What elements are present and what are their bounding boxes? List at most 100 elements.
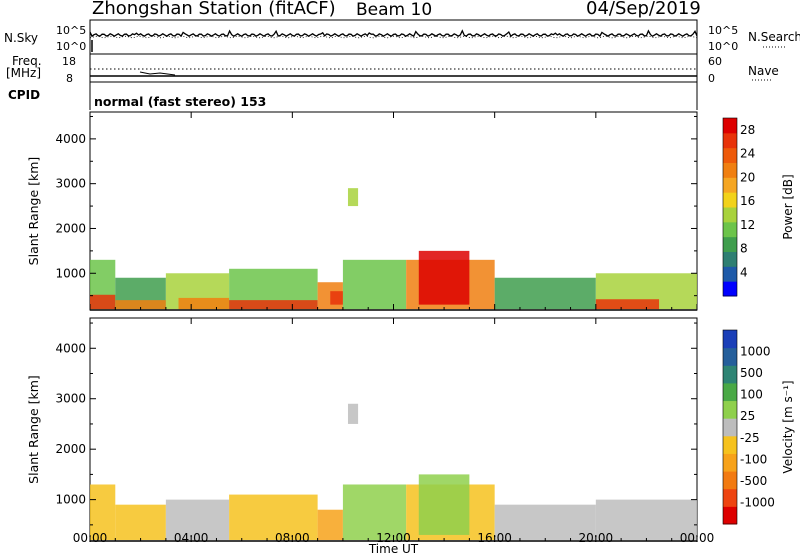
beam-label: Beam 10 [356,0,433,20]
power-panel-ytick-label-2: 3000 [55,177,86,191]
power-panel-segment-13 [418,250,470,305]
power-panel-colorbar-cell-4 [723,221,737,238]
velocity-panel-colorbar-cell-2 [723,471,737,490]
power-panel-colorbar-label: Power [dB] [781,174,795,239]
power-panel-colorbar-tick-5: 24 [740,147,755,161]
power-panel-colorbar-cell-2 [723,251,737,267]
velocity-panel-xtick-label-0: 00:00 [73,531,108,545]
velocity-panel-colorbar-tick-3: 25 [740,409,755,423]
freq-dip [139,71,176,76]
velocity-panel-segment-1 [115,504,166,540]
power-panel-colorbar-cell-6 [723,192,737,208]
power-panel-segment-16 [595,299,660,310]
velocity-panel-colorbar-tick-2: 100 [740,388,763,402]
power-panel-segment-9 [330,291,343,305]
power-panel-colorbar-cell-9 [723,147,737,163]
nsearch-label: N.Search [748,30,800,44]
power-panel-ylabel: Slant Range [km] [26,157,41,266]
freq-right-top: 60 [708,55,722,68]
velocity-panel-colorbar-tick-6: -500 [740,474,767,488]
date-label: 04/Sep/2019 [586,0,701,19]
power-panel-colorbar-tick-3: 16 [740,194,755,208]
noise-right-top: 10^5 [708,24,739,37]
power-panel-colorbar-cell-5 [723,207,737,223]
cpid-label: CPID [8,88,41,102]
velocity-panel-colorbar-cell-0 [723,506,737,525]
velocity-panel-segment-0 [90,484,116,540]
noise-left-top: 10^5 [56,24,87,37]
velocity-panel-xtick-label-2: 08:00 [275,531,310,545]
cpid-value: normal (fast stereo) 153 [94,94,267,109]
power-panel-colorbar-cell-11 [723,118,737,134]
power-panel-colorbar-cell-1 [723,266,737,282]
velocity-panel-segment-3 [229,494,318,540]
velocity-panel-ylabel: Slant Range [km] [26,375,41,484]
velocity-panel-colorbar-cell-1 [723,488,737,507]
power-panel-colorbar-tick-6: 28 [740,123,755,137]
power-panel-colorbar-tick-2: 12 [740,218,755,232]
freq-right-bottom: 0 [708,72,715,85]
velocity-panel-xtick-label-1: 04:00 [174,531,209,545]
velocity-panel-colorbar-tick-1: 500 [740,366,763,380]
velocity-panel-segment-5 [347,403,359,424]
velocity-panel-ytick-label-0: 1000 [55,493,86,507]
velocity-panel-segment-9 [494,504,596,540]
velocity-panel-segment-4 [317,509,343,540]
power-panel-segment-10 [347,188,359,207]
power-panel-segment-5 [178,297,230,310]
velocity-panel-colorbar-cell-10 [723,330,737,349]
power-panel-segment-1 [90,294,116,310]
freq-panel-frame [89,53,698,83]
velocity-panel-xlabel: Time UT [368,542,419,554]
noise-right-bottom: 10^0 [708,40,739,53]
velocity-panel-colorbar-frame [722,329,738,525]
velocity-panel-colorbar-label: Velocity [m s⁻¹] [781,380,795,473]
velocity-panel-colorbar-tick-5: -100 [740,452,767,466]
power-panel-colorbar-cell-3 [723,236,737,252]
power-panel-segment-11 [342,259,407,310]
velocity-panel-ytick-label-1: 2000 [55,442,86,456]
noise-left-bottom: 10^0 [56,40,87,53]
velocity-panel-segment-10 [595,499,697,540]
velocity-panel-colorbar-tick-7: -1000 [740,495,775,509]
velocity-panel-segment-6 [342,484,407,540]
nsky-label: N.Sky [4,31,39,45]
noise-search-trace [89,35,698,39]
power-panel-colorbar-cell-10 [723,132,737,149]
freq-label-line1: Freq. [12,54,42,68]
velocity-panel-segment-8 [418,474,470,535]
velocity-panel-ytick-label-2: 3000 [55,392,86,406]
power-panel-segment-7 [229,300,318,310]
freq-label-line2: [MHz] [6,66,42,80]
velocity-panel-colorbar-cell-4 [723,435,737,454]
freq-left-bottom: 8 [66,72,73,85]
velocity-panel-colorbar-cell-6 [723,400,737,419]
power-panel-segment-3 [115,300,166,310]
power-panel-colorbar-tick-0: 4 [740,265,748,279]
noise-sky-trace [89,29,698,38]
velocity-panel-colorbar-cell-5 [723,418,737,437]
power-panel-colorbar-cell-8 [723,162,737,178]
noise-panel-frame [89,19,698,55]
station-title: Zhongshan Station (fitACF) [92,0,336,19]
power-panel-colorbar-cell-7 [723,177,737,193]
power-panel-ytick-label-1: 2000 [55,221,86,235]
velocity-panel-segment-2 [165,499,230,540]
power-panel-ytick-label-3: 4000 [55,132,86,146]
velocity-panel-colorbar-tick-0: 1000 [740,345,771,359]
power-panel-colorbar-tick-1: 8 [740,242,748,256]
velocity-panel-xtick-label-3: 12:00 [376,531,411,545]
velocity-panel-colorbar-cell-9 [723,347,737,366]
power-panel-colorbar-frame [722,117,738,297]
velocity-panel-colorbar-tick-4: -25 [740,431,760,445]
power-panel-colorbar-tick-4: 20 [740,170,755,184]
nave-label: Nave [748,64,779,78]
velocity-panel-xtick-label-6: 00:00 [680,531,715,545]
velocity-panel-ytick-label-3: 4000 [55,341,86,355]
velocity-panel-xtick-label-5: 20:00 [579,531,614,545]
freq-left-top: 18 [62,55,76,68]
velocity-panel-xtick-label-4: 16:00 [477,531,512,545]
power-panel-ytick-label-0: 1000 [55,266,86,280]
power-panel-colorbar-cell-0 [723,281,737,297]
